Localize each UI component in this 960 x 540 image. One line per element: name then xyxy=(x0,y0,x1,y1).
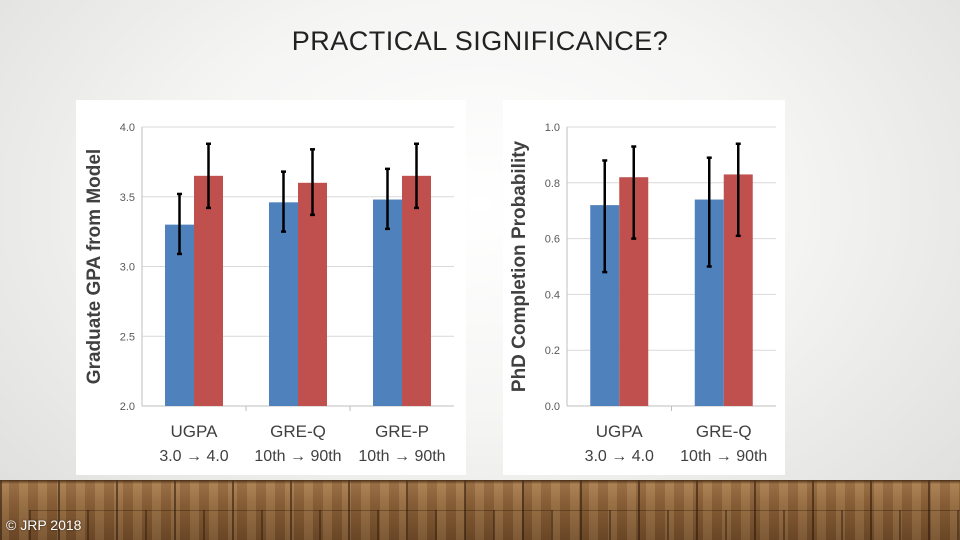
x-category-sublabel: 10th → 90th xyxy=(680,448,767,465)
bar-low-1 xyxy=(269,202,298,406)
x-category-sublabel: 3.0 → 4.0 xyxy=(585,448,654,465)
y-tick-label: 0.2 xyxy=(545,345,560,357)
x-category-label: UGPA xyxy=(171,422,219,441)
bar-high-1 xyxy=(298,182,327,406)
wood-floor-decoration xyxy=(0,480,960,540)
bar-high-2 xyxy=(402,175,431,406)
y-tick-label: 0.0 xyxy=(545,401,560,413)
chart-graduate-gpa-svg: 2.0 2.5 3.0 3.5 4.0 Graduate GPA from Model UG… xyxy=(84,122,454,465)
chart-phd-completion: 0.0 0.2 0.4 0.6 0.8 1.0 PhD Completion Probabi… xyxy=(503,100,785,475)
x-category-label: GRE-P xyxy=(375,422,429,441)
y-tick-label: 4.0 xyxy=(120,122,135,134)
y-tick-label: 0.4 xyxy=(545,289,560,301)
copyright-notice: © JRP 2018 xyxy=(6,517,82,533)
chart-graduate-gpa: 2.0 2.5 3.0 3.5 4.0 Graduate GPA from Model UG… xyxy=(76,100,466,475)
x-category-label: GRE-Q xyxy=(696,422,752,441)
bar-low-2 xyxy=(373,199,402,406)
y-axis-title: PhD Completion Probability xyxy=(509,140,530,392)
chart-phd-completion-svg: 0.0 0.2 0.4 0.6 0.8 1.0 PhD Completion Probabi… xyxy=(509,122,776,465)
y-tick-label: 1.0 xyxy=(545,122,560,134)
y-tick-label: 2.5 xyxy=(120,331,135,343)
y-tick-label: 3.5 xyxy=(120,192,135,204)
bar-high-0 xyxy=(194,175,223,406)
slide-title: PRACTICAL SIGNIFICANCE? xyxy=(291,26,669,56)
x-category-label: GRE-Q xyxy=(270,422,326,441)
x-category-sublabel: 10th → 90th xyxy=(358,448,445,465)
y-tick-label: 0.8 xyxy=(545,178,560,190)
x-category-sublabel: 3.0 → 4.0 xyxy=(159,448,228,465)
x-category-label: UGPA xyxy=(596,422,644,441)
y-tick-label: 2.0 xyxy=(120,401,135,413)
y-tick-label: 0.6 xyxy=(545,234,560,246)
y-axis-title: Graduate GPA from Model xyxy=(84,149,105,384)
y-tick-label: 3.0 xyxy=(120,262,135,274)
x-category-sublabel: 10th → 90th xyxy=(254,448,341,465)
